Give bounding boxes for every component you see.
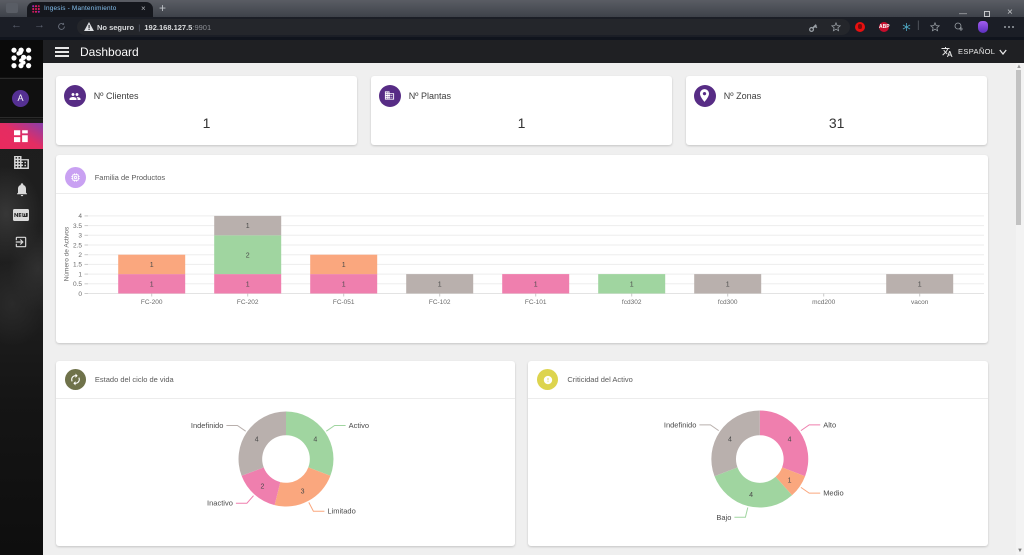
svg-text:4: 4: [788, 436, 792, 443]
svg-text:FC-102: FC-102: [429, 299, 451, 306]
svg-text:4: 4: [79, 213, 83, 220]
svg-text:1: 1: [79, 271, 83, 278]
svg-text:1: 1: [246, 281, 250, 288]
svg-text:2: 2: [79, 252, 83, 259]
svg-text:FC-051: FC-051: [333, 299, 355, 306]
svg-text:FC-202: FC-202: [237, 299, 259, 306]
svg-text:1: 1: [726, 281, 730, 288]
svg-text:Inactivo: Inactivo: [207, 499, 233, 508]
svg-text:Activo: Activo: [348, 421, 368, 430]
svg-text:1: 1: [788, 477, 792, 484]
svg-text:1.5: 1.5: [73, 262, 82, 269]
svg-text:3: 3: [79, 233, 83, 240]
svg-text:1: 1: [918, 281, 922, 288]
svg-text:4: 4: [728, 436, 732, 443]
svg-text:1: 1: [342, 281, 346, 288]
svg-text:4: 4: [255, 436, 259, 443]
svg-text:1: 1: [438, 281, 442, 288]
svg-text:Bajo: Bajo: [717, 513, 732, 522]
svg-text:Alto: Alto: [824, 420, 837, 429]
svg-text:1: 1: [630, 281, 634, 288]
svg-text:Indefinido: Indefinido: [191, 421, 224, 430]
svg-text:Limitado: Limitado: [327, 507, 355, 516]
svg-text:0: 0: [79, 291, 83, 298]
svg-text:vacon: vacon: [911, 299, 929, 306]
svg-text:FC-200: FC-200: [141, 299, 163, 306]
svg-text:FC-101: FC-101: [525, 299, 547, 306]
svg-text:4: 4: [313, 436, 317, 443]
svg-text:4: 4: [750, 492, 754, 499]
svg-text:fcd302: fcd302: [622, 299, 642, 306]
svg-text:1: 1: [150, 281, 154, 288]
svg-text:2.5: 2.5: [73, 242, 82, 249]
svg-text:fcd300: fcd300: [718, 299, 738, 306]
svg-text:Número de Activos: Número de Activos: [64, 226, 71, 281]
svg-text:mcd200: mcd200: [812, 299, 836, 306]
svg-text:3: 3: [301, 488, 305, 495]
svg-text:1: 1: [534, 281, 538, 288]
svg-text:2: 2: [260, 483, 264, 490]
svg-text:Indefinido: Indefinido: [664, 420, 697, 429]
svg-text:0.5: 0.5: [73, 281, 82, 288]
svg-text:2: 2: [246, 252, 250, 259]
svg-text:1: 1: [150, 262, 154, 269]
svg-text:3.5: 3.5: [73, 223, 82, 230]
svg-text:1: 1: [342, 262, 346, 269]
svg-text:Medio: Medio: [824, 489, 844, 498]
svg-text:1: 1: [246, 223, 250, 230]
